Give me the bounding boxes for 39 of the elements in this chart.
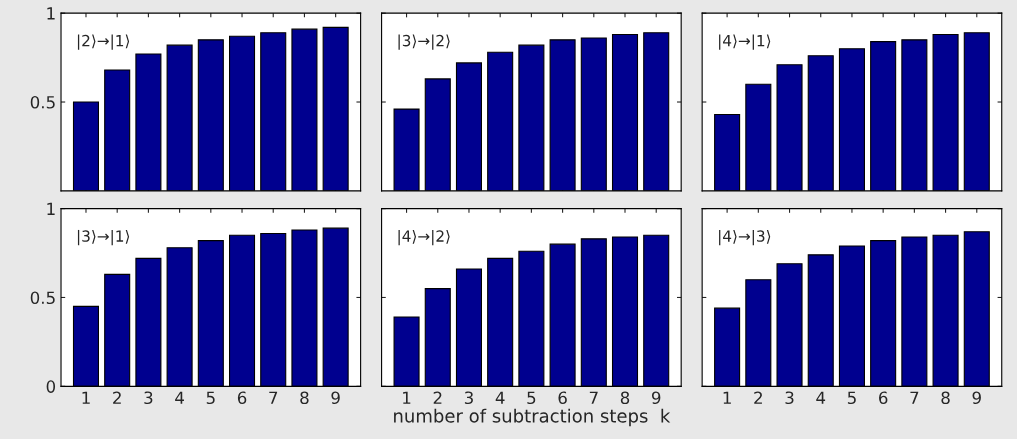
- y-tick-label: 0: [46, 380, 56, 393]
- x-tick-label: 8: [941, 391, 950, 405]
- annotation: |3⟩→|1⟩: [77, 229, 130, 246]
- x-tick-label: 8: [300, 391, 309, 405]
- x-tick-label: 3: [464, 391, 473, 405]
- x-tick-label: 6: [879, 391, 888, 405]
- y-tick-label: 1: [47, 7, 55, 20]
- x-tick-label: 4: [816, 391, 826, 404]
- x-tick-label: 8: [620, 391, 630, 405]
- x-tick-label: 6: [237, 391, 247, 405]
- y-tick-label: 1: [47, 202, 55, 215]
- x-tick-label: 5: [206, 391, 215, 405]
- x-axis-title: number of subtraction steps k: [394, 408, 671, 427]
- x-tick-label: 9: [972, 391, 981, 405]
- x-tick-label: 9: [651, 391, 661, 405]
- annotation: |4⟩→|1⟩: [719, 34, 771, 50]
- x-tick-label: 2: [113, 391, 121, 404]
- x-tick-label: 9: [331, 391, 340, 405]
- x-tick-label: 7: [589, 391, 598, 404]
- x-tick-label: 7: [269, 391, 278, 404]
- annotation: |4⟩→|2⟩: [398, 229, 450, 246]
- x-tick-label: 3: [144, 391, 153, 405]
- annotation: |2⟩→|1⟩: [77, 34, 130, 50]
- annotation: |3⟩→|2⟩: [398, 34, 450, 50]
- x-tick-label: 1: [403, 391, 411, 404]
- x-tick-label: 1: [82, 391, 90, 404]
- x-tick-label: 3: [785, 391, 794, 405]
- y-tick-label: 0.5: [30, 291, 55, 305]
- x-tick-label: 6: [558, 391, 567, 405]
- x-tick-label: 4: [175, 391, 184, 404]
- x-tick-label: 5: [847, 391, 856, 405]
- x-tick-label: 4: [495, 391, 505, 404]
- annotation: |4⟩→|3⟩: [719, 229, 771, 246]
- x-tick-label: 2: [754, 391, 762, 404]
- x-tick-label: 1: [723, 391, 731, 404]
- y-tick-label: 0.5: [30, 95, 55, 109]
- x-tick-label: 5: [527, 391, 536, 405]
- x-tick-label: 2: [433, 391, 442, 404]
- x-tick-label: 7: [910, 391, 919, 404]
